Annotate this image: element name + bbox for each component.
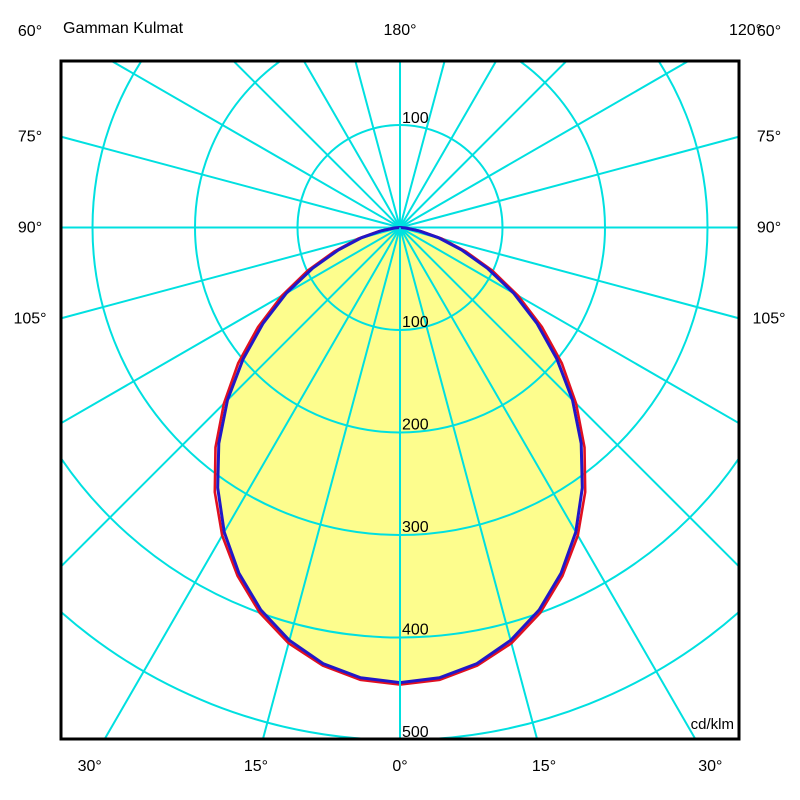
gamma-label-top: 120° [729, 22, 762, 39]
ring-label-lower: 300 [402, 519, 429, 536]
gamma-ray-line [233, 62, 401, 229]
gamma-label-right: 90° [757, 220, 781, 237]
ring-label-lower: 400 [402, 622, 429, 639]
angle-labels: 105°90°75°60°45°105°90°75°60°45°30°15°0°… [13, 22, 785, 775]
ring-labels: 100 100 200 300 400 500 [402, 110, 429, 741]
gamma-ray-line [399, 62, 689, 229]
gamma-ray-line [62, 226, 401, 320]
gamma-label-bottom: 30° [698, 758, 722, 775]
ring-label-upper: 100 [402, 110, 429, 127]
gamma-label-right: 105° [752, 311, 785, 328]
gamma-label-right: 60° [757, 23, 781, 40]
ring-label-lower: 100 [402, 314, 429, 331]
gamma-ray-line [399, 62, 497, 228]
gamma-ray-line [399, 227, 538, 738]
gamma-label-left: 75° [18, 128, 42, 145]
gamma-label-bottom: 15° [244, 758, 268, 775]
gamma-ray-line [399, 62, 567, 229]
gamma-label-top: 180° [383, 22, 416, 39]
gamma-ray-line [262, 227, 401, 738]
gamma-label-right: 75° [757, 128, 781, 145]
gamma-label-bottom: 0° [392, 758, 407, 775]
gamma-ray-line [399, 135, 738, 229]
gamma-ray-line [354, 62, 401, 228]
gamma-ray-line [104, 227, 401, 738]
gamma-label-left: 90° [18, 220, 42, 237]
unit-label: cd/klm [690, 716, 734, 733]
gamma-ray-line [399, 226, 738, 320]
gamma-ray-line [399, 226, 738, 567]
gamma-label-left: 105° [13, 311, 46, 328]
gamma-label-bottom: 30° [78, 758, 102, 775]
ring-label-lower: 200 [402, 417, 429, 434]
gamma-label-left: 60° [18, 23, 42, 40]
gamma-label-bottom: 15° [532, 758, 556, 775]
gamma-ray-line [399, 62, 446, 228]
chart-frame [59, 59, 741, 741]
gamma-ray-line [399, 227, 696, 738]
chart-title: Gamman Kulmat [63, 20, 184, 37]
gamma-ray-line [303, 62, 401, 228]
ring-label-lower: 500 [402, 724, 429, 741]
gamma-ray-line [62, 135, 401, 229]
gamma-ray-line [111, 62, 401, 229]
gamma-ray-line [62, 226, 401, 567]
